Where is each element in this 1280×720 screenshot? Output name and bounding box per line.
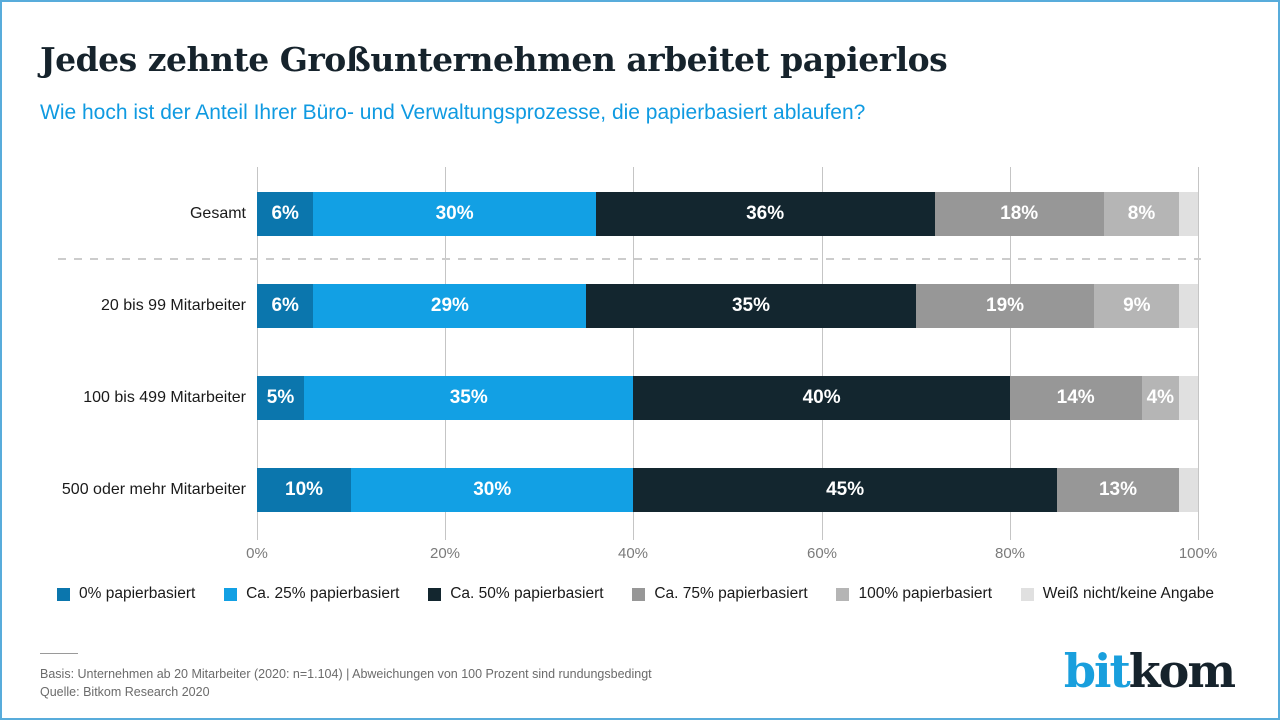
segment-value-label: 13% — [1098, 479, 1137, 500]
legend: 0% papierbasiert Ca. 25% papierbasiert Ca.… — [57, 585, 1214, 603]
x-tick-label: 40% — [617, 545, 649, 562]
row-label: 20 bis 99 Mitarbeiter — [101, 297, 246, 314]
legend-swatch-icon — [1020, 587, 1034, 601]
bar-segment: 6% — [257, 284, 314, 328]
x-tick-label: 20% — [429, 545, 461, 562]
bar-segment — [1179, 376, 1198, 420]
bitkom-logo: bitkom — [1064, 648, 1236, 694]
bar-segment: 5% — [257, 376, 305, 420]
x-tick-label: 0% — [246, 545, 268, 562]
footer-divider — [40, 653, 78, 654]
chart-row: 10% 30% 45% 13% — [257, 468, 1198, 512]
segment-value-label: 29% — [430, 295, 469, 316]
legend-swatch-icon — [224, 587, 238, 601]
bar-segment: 36% — [595, 192, 935, 236]
segment-value-label: 30% — [435, 203, 474, 224]
x-tick-label: 100% — [1178, 545, 1218, 562]
bar-segment — [1179, 192, 1198, 236]
bar-segment: 30% — [313, 192, 596, 236]
x-tick-label: 80% — [994, 545, 1026, 562]
bar-segment: 19% — [915, 284, 1095, 328]
legend-item: Ca. 25% papierbasiert — [224, 585, 399, 603]
segment-value-label: 5% — [266, 387, 295, 408]
legend-item: Weiß nicht/keine Angabe — [1020, 585, 1214, 603]
segment-value-label: 14% — [1056, 387, 1095, 408]
segment-value-label: 10% — [285, 479, 324, 500]
segment-value-label: 6% — [271, 203, 299, 224]
segment-value-label: 36% — [746, 203, 785, 224]
legend-item: 0% papierbasiert — [57, 585, 195, 603]
row-label: 100 bis 499 Mitarbeiter — [83, 389, 246, 406]
legend-swatch-icon — [428, 587, 442, 601]
legend-label: 100% papierbasiert — [858, 585, 993, 602]
bar-segment: 35% — [304, 376, 634, 420]
legend-item: Ca. 50% papierbasiert — [428, 585, 604, 603]
page-subtitle: Wie hoch ist der Anteil Ihrer Büro- und … — [40, 101, 866, 124]
legend-swatch-icon — [632, 587, 646, 601]
bar-segment — [1179, 284, 1198, 328]
bar-segment: 45% — [633, 468, 1057, 512]
segment-value-label: 35% — [731, 295, 771, 316]
bar-segment: 9% — [1094, 284, 1180, 328]
footer-source-note: Quelle: Bitkom Research 2020 — [40, 685, 210, 699]
gridline — [822, 167, 823, 540]
segment-value-label: 19% — [986, 295, 1025, 316]
segment-value-label: 9% — [1123, 295, 1151, 316]
bar-segment: 40% — [633, 376, 1010, 420]
legend-label: Ca. 25% papierbasiert — [246, 585, 400, 602]
chart-row: 5% 35% 40% 14% 4% — [257, 376, 1198, 420]
segment-value-label: 18% — [1000, 203, 1039, 224]
segment-value-label: 40% — [802, 387, 841, 408]
legend-label: Ca. 75% papierbasiert — [654, 585, 808, 602]
gridline — [1010, 167, 1011, 540]
bar-segment — [1179, 468, 1198, 512]
x-tick-label: 60% — [806, 545, 838, 562]
segment-value-label: 35% — [449, 387, 488, 408]
legend-label: Ca. 50% papierbasiert — [450, 585, 604, 602]
chart-row: 6% 29% 35% 19% 9% — [257, 284, 1198, 328]
legend-swatch-icon — [57, 587, 70, 601]
gridline — [1198, 167, 1199, 540]
page-title: Jedes zehnte Großunternehmen arbeitet pa… — [40, 40, 948, 79]
bar-segment: 10% — [257, 468, 352, 512]
logo-bit: bit — [1063, 644, 1131, 698]
footer-basis-note: Basis: Unternehmen ab 20 Mitarbeiter (20… — [40, 667, 652, 681]
row-label: 500 oder mehr Mitarbeiter — [61, 481, 246, 498]
gridline — [445, 167, 446, 540]
legend-label: Weiß nicht/keine Angabe — [1042, 585, 1214, 602]
gridline — [257, 167, 258, 540]
bar-segment: 14% — [1009, 376, 1142, 420]
bar-segment: 8% — [1103, 192, 1180, 236]
logo-kom: kom — [1128, 644, 1236, 698]
bar-segment: 13% — [1056, 468, 1180, 512]
chart-row: 6% 30% 36% 18% 8% — [257, 192, 1198, 236]
legend-item: Ca. 75% papierbasiert — [632, 585, 808, 603]
segment-value-label: 45% — [826, 479, 865, 500]
legend-swatch-icon — [836, 587, 850, 601]
bar-segment: 6% — [257, 192, 314, 236]
bar-segment: 35% — [586, 284, 916, 328]
bar-segment: 18% — [934, 192, 1104, 236]
legend-item: 100% papierbasiert — [836, 585, 992, 603]
row-label: Gesamt — [189, 205, 246, 222]
bar-segment: 4% — [1141, 376, 1180, 420]
gridline — [633, 167, 634, 540]
segment-value-label: 30% — [473, 479, 512, 500]
legend-label: 0% papierbasiert — [79, 585, 196, 602]
gesamt-separator-line — [58, 258, 1201, 260]
segment-value-label: 6% — [271, 295, 299, 316]
segment-value-label: 8% — [1127, 203, 1156, 224]
bar-segment: 30% — [351, 468, 634, 512]
bar-segment: 29% — [313, 284, 587, 328]
segment-value-label: 4% — [1146, 387, 1175, 408]
